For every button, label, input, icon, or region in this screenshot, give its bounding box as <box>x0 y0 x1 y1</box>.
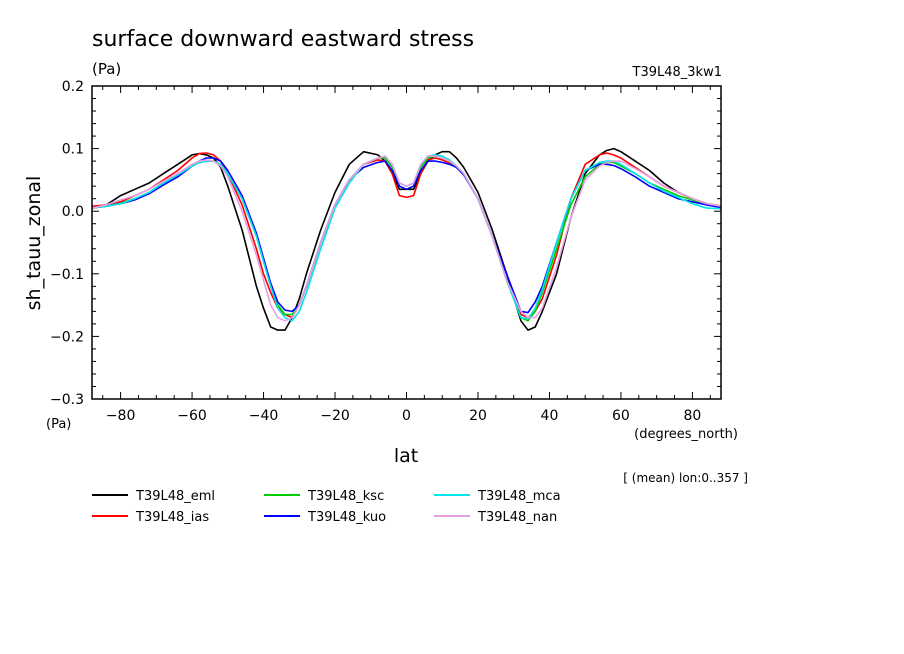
legend-label: T39L48_nan <box>477 510 557 525</box>
y-axis-label: sh_tauu_zonal <box>23 176 45 311</box>
y-tick-label: 0.0 <box>62 204 84 220</box>
y-tick-label: 0.2 <box>62 79 84 95</box>
legend: T39L48_eml T39L48_ias T39L48_ksc T39L48_kuo… <box>92 489 561 525</box>
x-tick-label: 40 <box>541 408 559 424</box>
series-line-T39L48_eml <box>92 147 721 331</box>
experiment-label: T39L48_3kw1 <box>632 65 722 80</box>
mean-note: [ (mean) lon:0..357 ] <box>623 471 748 485</box>
x-tick-label: 20 <box>469 408 487 424</box>
series-line-T39L48_kuo <box>92 157 721 314</box>
x-tick-label: 80 <box>683 408 701 424</box>
top-units-label: (Pa) <box>92 60 121 78</box>
bottom-units-label: (Pa) <box>46 417 71 432</box>
plot-frame <box>91 85 722 400</box>
x-tick-label: 60 <box>612 408 630 424</box>
x-tick-label: −40 <box>249 408 279 424</box>
series-lines <box>92 147 721 331</box>
series-line-T39L48_nan <box>92 155 721 322</box>
x-tick-label: 0 <box>402 408 411 424</box>
x-units-label: (degrees_north) <box>634 427 738 442</box>
x-tick-label: −80 <box>106 408 136 424</box>
y-tick-label: −0.1 <box>50 267 84 283</box>
legend-label: T39L48_mca <box>477 489 561 504</box>
x-tick-label: −20 <box>320 408 350 424</box>
y-tick-label: −0.2 <box>50 329 84 345</box>
x-tick-label: −60 <box>177 408 207 424</box>
legend-label: T39L48_ksc <box>307 489 384 504</box>
axis-ticks: −80 −60 −40 −20 0 20 40 60 80 0.2 0.1 0.0 −0.1 −0.2 −0… <box>50 79 721 424</box>
x-axis-label: lat <box>394 445 418 467</box>
series-line-T39L48_ksc <box>92 155 721 322</box>
chart-title: surface downward eastward stress <box>92 27 474 52</box>
series-line-T39L48_mca <box>92 154 721 322</box>
y-tick-label: −0.3 <box>50 392 84 408</box>
legend-label: T39L48_kuo <box>307 510 386 525</box>
y-tick-label: 0.1 <box>62 142 84 158</box>
legend-label: T39L48_ias <box>135 510 209 525</box>
series-line-T39L48_ias <box>92 152 721 319</box>
legend-label: T39L48_eml <box>135 489 215 504</box>
